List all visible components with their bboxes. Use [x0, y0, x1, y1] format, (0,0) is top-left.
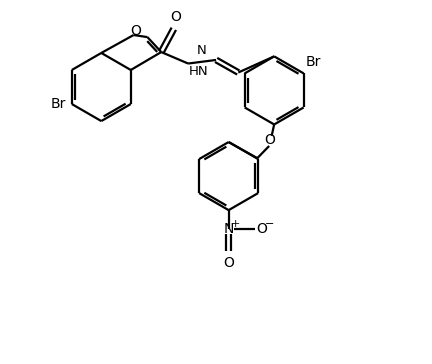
Text: O: O [256, 222, 267, 236]
Text: O: O [170, 11, 181, 24]
Text: N: N [197, 44, 207, 58]
Text: O: O [264, 132, 275, 147]
Text: +: + [230, 219, 240, 229]
Text: Br: Br [305, 55, 321, 69]
Text: O: O [223, 256, 234, 270]
Text: N: N [223, 222, 234, 236]
Text: −: − [265, 219, 274, 229]
Text: Br: Br [51, 97, 67, 111]
Text: HN: HN [188, 65, 208, 78]
Text: O: O [130, 24, 141, 39]
